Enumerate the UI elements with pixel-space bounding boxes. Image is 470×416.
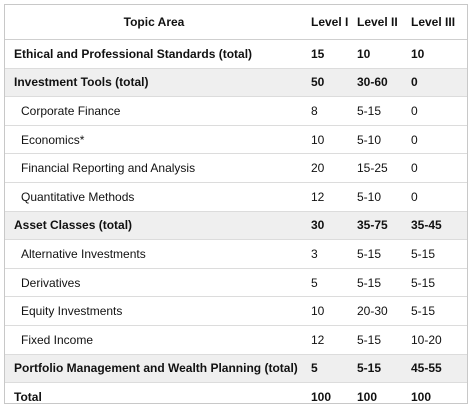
table-row: Fixed Income 12 5-15 10-20: [5, 325, 467, 355]
header-level-1: Level I: [303, 5, 353, 40]
row-level-2: 5-15: [353, 239, 407, 269]
row-level-3: 5-15: [407, 296, 467, 326]
row-level-3: 0: [407, 68, 467, 98]
row-topic: Asset Classes (total): [5, 211, 303, 241]
row-level-2: 5-15: [353, 96, 407, 126]
row-level-1: 8: [303, 96, 353, 126]
table-row: Investment Tools (total) 50 30-60 0: [5, 68, 467, 98]
row-level-1: 3: [303, 239, 353, 269]
topic-weights-table-frame: Topic Area Level I Level II Level III Et…: [4, 4, 468, 404]
table-header-row: Topic Area Level I Level II Level III: [5, 5, 467, 40]
table-row: Economics* 10 5-10 0: [5, 125, 467, 155]
table-row: Quantitative Methods 12 5-10 0: [5, 182, 467, 212]
table-row: Ethical and Professional Standards (tota…: [5, 39, 467, 69]
table-row: Alternative Investments 3 5-15 5-15: [5, 239, 467, 269]
row-level-1: 5: [303, 354, 353, 384]
table-row: Equity Investments 10 20-30 5-15: [5, 296, 467, 326]
row-topic: Equity Investments: [5, 296, 303, 326]
row-topic: Ethical and Professional Standards (tota…: [5, 39, 303, 69]
row-level-3: 5-15: [407, 268, 467, 298]
header-level-3: Level III: [407, 5, 467, 40]
row-level-1: 50: [303, 68, 353, 98]
row-level-2: 5-10: [353, 125, 407, 155]
row-topic: Corporate Finance: [5, 96, 303, 126]
row-level-3: 0: [407, 153, 467, 183]
row-level-1: 15: [303, 39, 353, 69]
table-row: Financial Reporting and Analysis 20 15-2…: [5, 153, 467, 183]
row-topic: Alternative Investments: [5, 239, 303, 269]
row-level-1: 5: [303, 268, 353, 298]
table-row: Total 100 100 100: [5, 383, 467, 411]
row-level-3: 100: [411, 389, 432, 404]
row-level-2: 5-15: [353, 268, 407, 298]
row-level-1: 20: [303, 153, 353, 183]
row-level-2: 20-30: [353, 296, 407, 326]
row-topic: Total: [14, 389, 42, 404]
row-level-3: 0: [407, 182, 467, 212]
row-level-1: 12: [303, 325, 353, 355]
table-row: Derivatives 5 5-15 5-15: [5, 268, 467, 298]
row-topic: Fixed Income: [5, 325, 303, 355]
table-row: Corporate Finance 8 5-15 0: [5, 96, 467, 126]
row-topic: Investment Tools (total): [5, 68, 303, 98]
row-level-3: 35-45: [407, 211, 467, 241]
row-level-3: 45-55: [407, 354, 467, 384]
row-level-1: 12: [303, 182, 353, 212]
row-level-2: 5-15: [353, 325, 407, 355]
row-level-1: 100: [311, 389, 332, 404]
row-level-1: 10: [303, 125, 353, 155]
row-level-3: 0: [407, 96, 467, 126]
table-row: Asset Classes (total) 30 35-75 35-45: [5, 211, 467, 241]
row-level-1: 10: [303, 296, 353, 326]
row-level-2: 30-60: [353, 68, 407, 98]
row-level-2: 5-10: [353, 182, 407, 212]
row-level-3: 5-15: [407, 239, 467, 269]
row-level-2: 10: [353, 39, 407, 69]
row-topic: Economics*: [5, 125, 303, 155]
row-level-2: 100: [357, 389, 378, 404]
table-row: Portfolio Management and Wealth Planning…: [5, 354, 467, 384]
row-topic: Derivatives: [5, 268, 303, 298]
row-level-2: 35-75: [353, 211, 407, 241]
row-level-2: 15-25: [353, 153, 407, 183]
header-topic-area: Topic Area: [5, 5, 303, 40]
row-level-3: 10-20: [407, 325, 467, 355]
row-topic: Portfolio Management and Wealth Planning…: [5, 354, 303, 384]
row-topic: Quantitative Methods: [5, 182, 303, 212]
row-level-3: 10: [407, 39, 467, 69]
topic-weights-table: Topic Area Level I Level II Level III Et…: [5, 5, 467, 411]
row-level-1: 30: [303, 211, 353, 241]
row-level-3: 0: [407, 125, 467, 155]
row-level-2: 5-15: [353, 354, 407, 384]
row-topic: Financial Reporting and Analysis: [5, 153, 303, 183]
header-level-2: Level II: [353, 5, 407, 40]
